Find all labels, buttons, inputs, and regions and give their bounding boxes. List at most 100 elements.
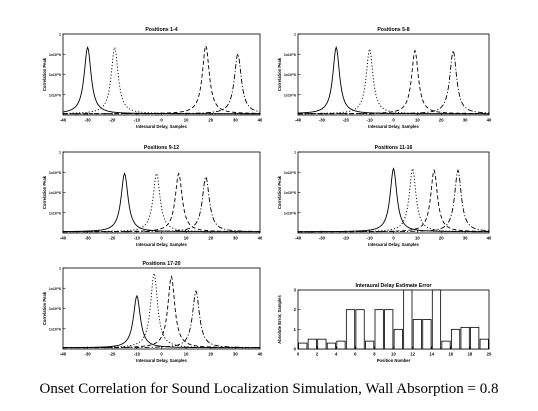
- x-tick-label: 10: [184, 236, 189, 241]
- subplot-4: Positions 11-16 Interaural Delay, Samples…: [277, 145, 492, 247]
- x-tick-label: 0: [297, 352, 300, 357]
- series-line-dotted: [62, 45, 260, 115]
- y-tick-label: 1: [294, 327, 297, 332]
- y-axis-label: Correlation Peak: [42, 291, 47, 325]
- subplot-6: Interaural Delay Estimate Error Position …: [277, 283, 492, 363]
- x-axis-label: Interaural Delay, Samples: [368, 124, 419, 129]
- subplot-5: Positions 17-20 Interaural Delay, Samples…: [42, 261, 263, 363]
- x-tick-label: -40: [60, 118, 67, 123]
- y-tick-label: 1: [294, 33, 296, 37]
- x-tick-label: -30: [85, 352, 92, 357]
- series-line-solid: [298, 167, 489, 233]
- y-tick-label: 1x10^6: [49, 53, 61, 57]
- bar: [403, 289, 413, 350]
- y-tick-label: 1x10^6: [49, 73, 61, 77]
- subplot-title: Positions 5-8: [377, 27, 409, 33]
- x-axis-label: Position Number: [377, 358, 411, 363]
- x-tick-label: 0: [392, 118, 395, 123]
- x-tick-label: 16: [448, 352, 453, 357]
- bar: [460, 326, 470, 350]
- series-line-dashed: [63, 44, 261, 115]
- subplot-3: Positions 9-12 Interaural Delay, Samples C…: [42, 145, 263, 247]
- x-tick-label: 40: [258, 118, 263, 123]
- y-tick-label: 1: [59, 267, 61, 271]
- y-axis-label: Correlation Peak: [277, 175, 282, 209]
- bar: [441, 340, 451, 350]
- y-axis-label: Absolute Error, Samples: [277, 295, 282, 344]
- y-tick-label: 1x10^6: [284, 191, 296, 195]
- x-tick-label: 0: [160, 118, 163, 123]
- x-tick-label: -30: [319, 118, 326, 123]
- x-tick-label: 10: [415, 236, 420, 241]
- x-tick-label: 30: [463, 236, 468, 241]
- x-tick-label: -10: [134, 118, 141, 123]
- bar: [326, 342, 337, 350]
- y-tick-label: 2: [294, 307, 297, 312]
- series-line-solid: [63, 294, 261, 349]
- x-tick-label: 30: [233, 352, 238, 357]
- x-tick-label: 0: [392, 236, 395, 241]
- y-tick-label: 1: [294, 151, 296, 155]
- y-axis-label: Correlation Peak: [42, 57, 47, 91]
- axes-frame: [62, 151, 261, 234]
- x-tick-label: -40: [295, 118, 302, 123]
- bar: [470, 326, 480, 350]
- x-tick-label: 40: [487, 118, 492, 123]
- y-tick-label: 0: [294, 347, 297, 352]
- y-tick-label: 1x10^6: [49, 211, 61, 215]
- x-tick-label: 8: [373, 352, 376, 357]
- x-tick-label: -10: [134, 352, 141, 357]
- series-line-dashed: [298, 168, 490, 233]
- axes-frame: [62, 267, 261, 350]
- y-axis-label: Correlation Peak: [277, 57, 282, 91]
- x-tick-label: -40: [60, 352, 67, 357]
- y-tick-label: 1x10^6: [49, 327, 61, 331]
- y-tick-label: 1x10^6: [284, 53, 296, 57]
- x-tick-label: 20: [208, 352, 213, 357]
- y-tick-label: 1x10^6: [49, 171, 61, 175]
- x-tick-label: -30: [85, 118, 92, 123]
- x-tick-label: -40: [295, 236, 302, 241]
- series-line-dashed: [63, 172, 260, 233]
- series-line-dashdot: [63, 175, 261, 233]
- x-axis-label: Interaural Delay, Samples: [136, 358, 187, 363]
- bar: [450, 328, 461, 350]
- bar: [374, 309, 384, 350]
- y-tick-label: 1x10^6: [49, 191, 61, 195]
- y-tick-label: 1x10^6: [284, 171, 296, 175]
- bar: [336, 340, 346, 350]
- y-tick-label: 1x10^6: [284, 73, 296, 77]
- y-tick-label: 1: [59, 33, 61, 37]
- figure-canvas: Positions 1-4 Interaural Delay, Samples Co…: [42, 27, 492, 363]
- x-tick-label: 0: [160, 352, 163, 357]
- x-tick-label: 20: [208, 236, 213, 241]
- x-tick-label: -20: [343, 118, 350, 123]
- x-tick-label: -10: [134, 236, 141, 241]
- subplot-1: Positions 1-4 Interaural Delay, Samples Co…: [42, 27, 263, 129]
- y-tick-label: 1x10^6: [284, 93, 296, 97]
- x-tick-label: 40: [258, 236, 263, 241]
- series-line-dashdot: [297, 168, 490, 233]
- bar: [422, 319, 432, 350]
- bar: [393, 328, 403, 350]
- series-line-dashdot: [63, 289, 260, 349]
- subplot-title: Positions 17-20: [142, 261, 180, 267]
- x-tick-label: 6: [354, 352, 357, 357]
- axes-frame: [297, 151, 490, 234]
- x-tick-label: 20: [487, 352, 492, 357]
- subplot-title: Positions 11-16: [375, 145, 413, 151]
- axes-frame: [297, 289, 490, 350]
- bar: [307, 338, 317, 350]
- series-line-dotted: [63, 172, 260, 233]
- bar: [431, 289, 442, 350]
- x-tick-label: 30: [233, 236, 238, 241]
- x-tick-label: 4: [335, 352, 338, 357]
- y-tick-label: 3: [294, 288, 297, 293]
- bar: [412, 319, 422, 350]
- x-tick-label: 10: [184, 118, 189, 123]
- x-tick-label: 12: [410, 352, 415, 357]
- x-tick-label: 10: [391, 352, 396, 357]
- series-line-dotted: [297, 167, 490, 233]
- x-tick-label: -30: [319, 236, 326, 241]
- bar: [317, 338, 327, 350]
